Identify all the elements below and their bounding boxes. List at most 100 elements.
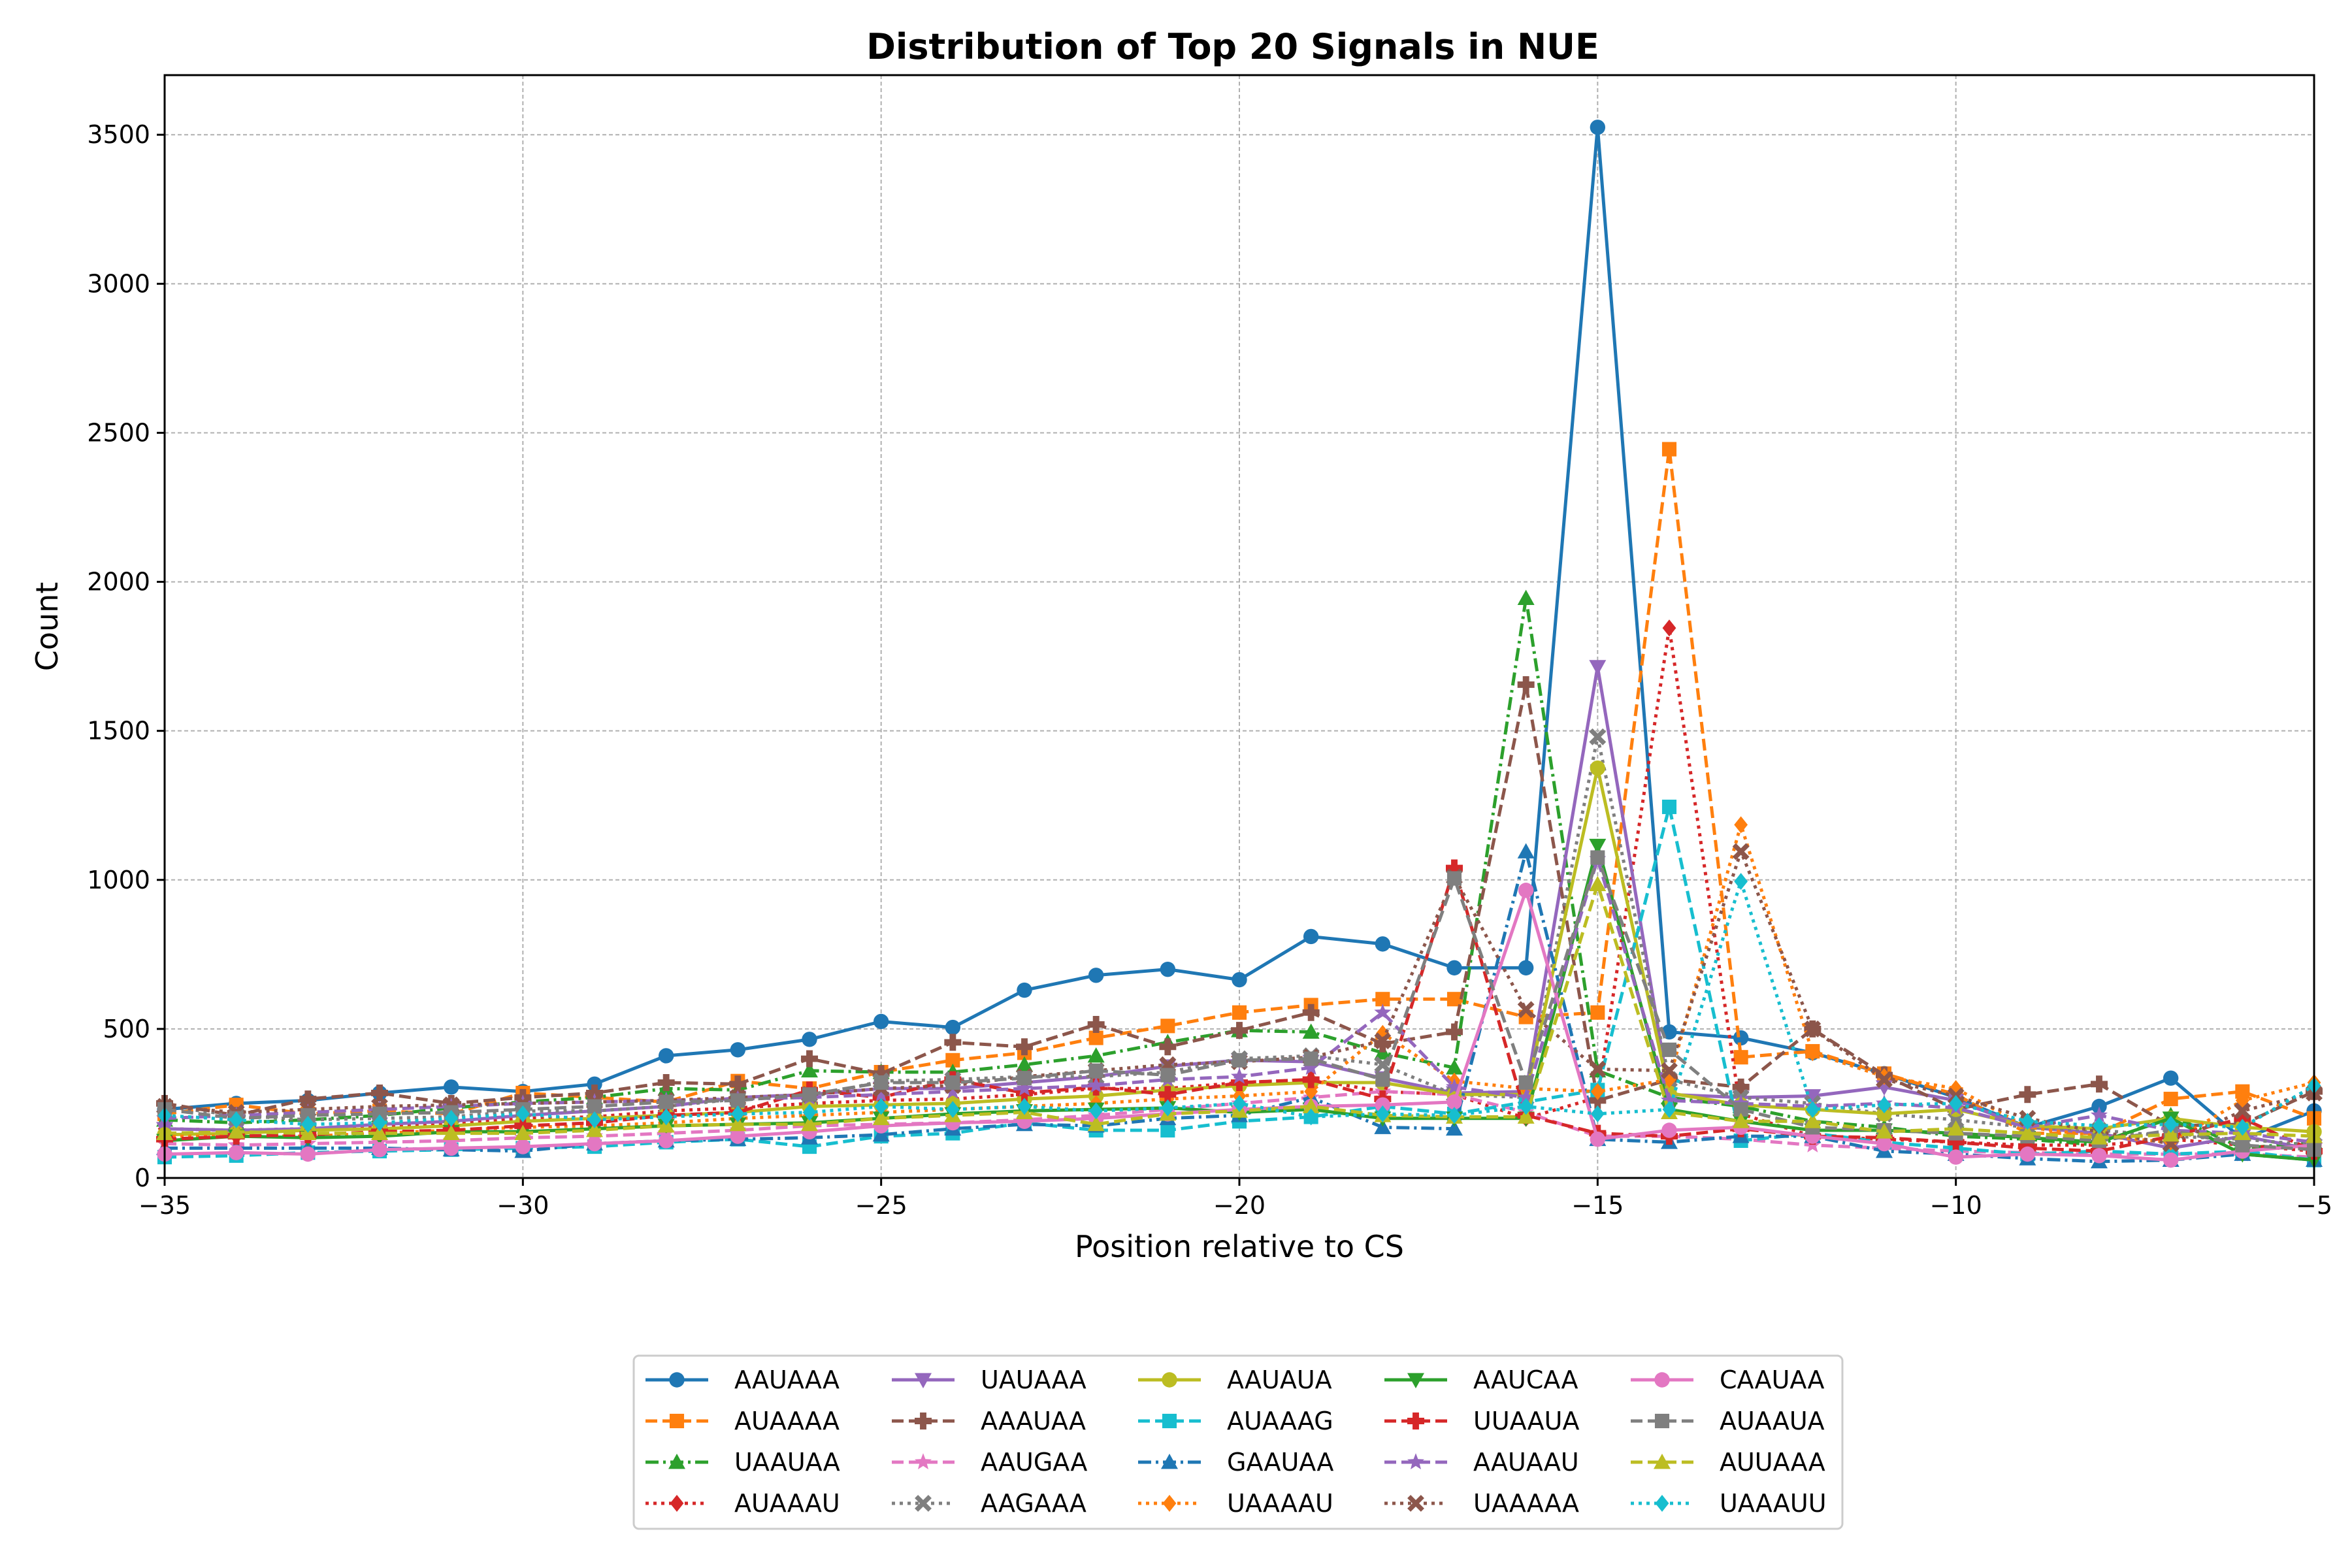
- data-point: [1446, 1023, 1463, 1041]
- legend-entry-AAUAAU: AAUAAU: [1384, 1448, 1579, 1477]
- x-axis-label: Position relative to CS: [1075, 1229, 1404, 1264]
- data-point: [1302, 1098, 1320, 1113]
- legend-marker: [1654, 1413, 1670, 1429]
- legend-entry-AUAAUA: AUAAUA: [1631, 1407, 1825, 1435]
- data-point: [1016, 1056, 1033, 1072]
- x-tick-label: −25: [855, 1191, 907, 1220]
- data-point: [1016, 1038, 1034, 1056]
- data-point: [1661, 1122, 1677, 1138]
- data-point: [1231, 1074, 1249, 1092]
- data-point: [945, 1101, 960, 1119]
- legend-entry-AUUAAA: AUUAAA: [1631, 1448, 1825, 1477]
- data-point: [1302, 1058, 1320, 1075]
- data-point: [1087, 1076, 1105, 1093]
- data-point: [1732, 1078, 1750, 1096]
- legend-label: UAUAAA: [981, 1365, 1086, 1394]
- data-point: [1375, 1097, 1391, 1113]
- legend-entry-AUAAAU: AUAAAU: [645, 1489, 840, 1518]
- legend-marker: [1407, 1453, 1424, 1469]
- data-point: [1231, 1068, 1248, 1084]
- data-point: [1160, 961, 1176, 977]
- axis-ticks: −35 −30 −25 −20 −15 −10 −5 0 500 1000 1500 2000 2500…: [87, 120, 2332, 1220]
- data-point: [1087, 1047, 1105, 1063]
- data-point: [1446, 859, 1463, 877]
- data-point: [874, 1075, 889, 1090]
- legend-entry-UAAUAA: UAAUAA: [645, 1448, 840, 1477]
- y-tick-label: 1000: [87, 866, 150, 894]
- data-point: [730, 1105, 745, 1122]
- legend-label: AUAAAA: [734, 1407, 840, 1435]
- data-point: [2019, 1086, 2036, 1103]
- legend-entry-AUAAAG: AUAAAG: [1138, 1407, 1333, 1435]
- y-tick-label: 3500: [87, 120, 150, 149]
- data-point: [2163, 1070, 2179, 1086]
- y-tick-label: 1500: [87, 717, 150, 745]
- data-point: [1517, 843, 1535, 858]
- data-point: [1446, 992, 1462, 1007]
- data-point: [1374, 1056, 1392, 1073]
- data-point: [1375, 1072, 1390, 1087]
- data-point: [371, 1084, 388, 1102]
- data-point: [1231, 1022, 1249, 1039]
- data-point: [1304, 1083, 1318, 1100]
- x-tick-label: −10: [1930, 1191, 1982, 1220]
- data-point: [2163, 1152, 2179, 1168]
- data-point: [872, 1109, 890, 1126]
- data-point: [1517, 589, 1535, 606]
- legend-marker: [669, 1413, 685, 1429]
- data-point: [1087, 1016, 1105, 1034]
- x-tick-label: −30: [497, 1191, 549, 1220]
- data-point: [1303, 928, 1319, 945]
- y-axis-label: Count: [29, 582, 65, 672]
- data-point: [1661, 1062, 1678, 1079]
- data-point: [1375, 1105, 1390, 1122]
- data-point: [1446, 1078, 1463, 1094]
- data-point: [1590, 1083, 1605, 1100]
- data-point: [1732, 843, 1750, 860]
- data-point: [730, 1128, 746, 1144]
- data-point: [801, 1062, 818, 1078]
- legend-marker: [670, 1495, 684, 1512]
- legend-entry-UAAAAA: UAAAAA: [1384, 1489, 1579, 1518]
- data-point: [659, 1108, 674, 1126]
- legend-label: AAUAAA: [734, 1365, 840, 1394]
- legend-label: AAUGAA: [981, 1448, 1087, 1477]
- data-point: [657, 1074, 675, 1092]
- legend-marker: [1654, 1372, 1670, 1388]
- data-point: [300, 1146, 316, 1162]
- data-point: [586, 1084, 603, 1102]
- data-point: [587, 1111, 602, 1129]
- data-point: [1016, 1079, 1033, 1096]
- data-point: [2235, 1084, 2250, 1099]
- data-point: [371, 1124, 388, 1140]
- data-point: [1446, 1120, 1463, 1136]
- data-point: [1303, 1051, 1318, 1066]
- data-point: [372, 1106, 387, 1121]
- data-point: [227, 1123, 245, 1139]
- data-point: [1662, 619, 1676, 637]
- data-point: [1232, 1053, 1247, 1068]
- data-point: [2020, 1113, 2034, 1130]
- y-tick-label: 0: [135, 1164, 150, 1192]
- data-point: [2091, 1148, 2107, 1164]
- data-point: [2092, 1117, 2106, 1135]
- legend-label: UAAUAA: [734, 1448, 840, 1477]
- data-point: [1447, 1107, 1462, 1124]
- legend-entry-CAAUAA: CAAUAA: [1631, 1365, 1824, 1394]
- legend-label: UUAAUA: [1473, 1407, 1579, 1435]
- data-point: [301, 1115, 315, 1133]
- legend-label: AAUAUA: [1227, 1365, 1332, 1394]
- data-point: [1590, 850, 1605, 865]
- data-point: [1805, 1044, 1820, 1062]
- data-point: [2162, 1126, 2180, 1142]
- data-point: [801, 1050, 819, 1068]
- data-point: [1589, 838, 1607, 855]
- legend-marker: [915, 1413, 932, 1429]
- legend-marker: [1407, 1373, 1424, 1388]
- data-point: [1732, 1113, 1750, 1128]
- data-point: [872, 1065, 890, 1083]
- data-point: [1446, 871, 1462, 886]
- data-point: [1947, 1134, 1965, 1151]
- data-point: [658, 1048, 674, 1064]
